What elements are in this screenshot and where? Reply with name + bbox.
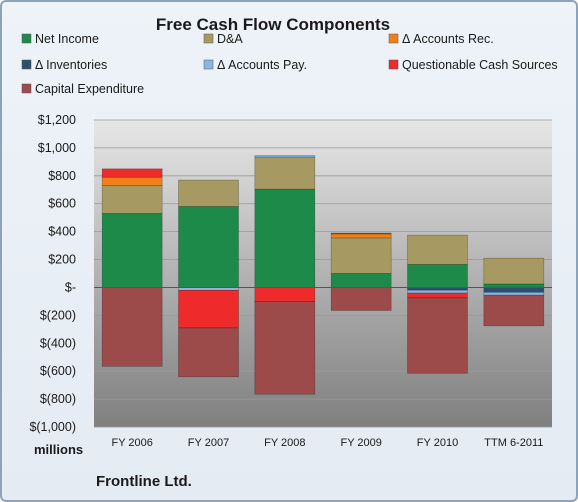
- bar-questionable-cash-sources-fy-2010: [407, 292, 468, 299]
- bar-net-income-fy-2010: [407, 264, 468, 288]
- x-tick-label: FY 2008: [264, 437, 305, 449]
- y-tick-label: $1,200: [38, 113, 76, 127]
- y-tick-label: $(200): [40, 308, 76, 322]
- bar-d-a-fy-2009: [330, 237, 392, 274]
- legend-label-inventories: Δ Inventories: [35, 58, 107, 72]
- bar-d-a-fy-2008: [254, 156, 316, 190]
- legend-swatch-capital-expenditure: [21, 83, 32, 94]
- bar-accounts-rec-fy-2006: [101, 176, 163, 186]
- bar-net-income-fy-2007: [178, 206, 239, 288]
- bar-questionable-cash-sources-fy-2008: [254, 287, 316, 302]
- bar-net-income-fy-2008: [254, 188, 316, 288]
- bar-questionable-cash-sources-fy-2006: [101, 168, 163, 178]
- y-axis: $1,200 $1,000 $800 $600 $400 $200 $- $(200) $(40…: [29, 113, 76, 434]
- bar-capital-expenditure-fy-2009: [330, 287, 392, 311]
- y-tick-label: $600: [48, 197, 76, 211]
- x-tick-label: FY 2006: [111, 437, 152, 449]
- bar-questionable-cash-sources-fy-2007: [178, 289, 239, 329]
- legend-label-accounts-rec: Δ Accounts Rec.: [402, 32, 494, 46]
- y-tick-label: $(1,000): [29, 420, 76, 434]
- x-axis: FY 2006 FY 2007 FY 2008 FY 2009 FY 2010 TTM 6…: [94, 286, 552, 449]
- bar-accounts-pay-fy-2008: [254, 155, 316, 158]
- x-tick-label: FY 2009: [340, 437, 381, 449]
- plot-area: [94, 120, 552, 427]
- legend-label-d-a: D&A: [217, 32, 243, 46]
- bar-capital-expenditure-fy-2008: [254, 301, 316, 395]
- y-tick-label: $(800): [40, 392, 76, 406]
- legend-label-capital-expenditure: Capital Expenditure: [35, 82, 144, 96]
- legend-swatch-accounts-pay: [203, 59, 214, 70]
- x-tick-label: FY 2007: [188, 437, 229, 449]
- legend-swatch-accounts-rec: [388, 33, 399, 44]
- bar-inventories-ttm-6-2011: [483, 287, 545, 293]
- bar-accounts-pay-fy-2010: [407, 289, 468, 294]
- legend-label-accounts-pay: Δ Accounts Pay.: [217, 58, 307, 72]
- bar-questionable-cash-sources-fy-2009: [330, 232, 392, 235]
- bar-capital-expenditure-ttm-6-2011: [483, 294, 545, 327]
- chart-title: Free Cash Flow Components: [156, 15, 390, 34]
- legend-swatch-net-income: [21, 33, 32, 44]
- legend-swatch-questionable-cash-sources: [388, 59, 399, 70]
- bar-d-a-fy-2010: [407, 234, 468, 265]
- bar-net-income-fy-2009: [330, 273, 392, 288]
- bar-capital-expenditure-fy-2007: [178, 327, 239, 378]
- x-tick-label: FY 2010: [417, 437, 458, 449]
- y-tick-label: $400: [48, 225, 76, 239]
- y-tick-label: $(400): [40, 336, 76, 350]
- bar-d-a-ttm-6-2011: [483, 257, 545, 285]
- bar-d-a-fy-2007: [178, 179, 239, 207]
- units-label: millions: [34, 442, 83, 457]
- legend-swatch-d-a: [203, 33, 214, 44]
- bar-capital-expenditure-fy-2006: [101, 287, 163, 367]
- bar-d-a-fy-2006: [101, 185, 163, 214]
- x-tick-label: TTM 6-2011: [484, 437, 543, 449]
- bars: [101, 155, 545, 395]
- y-tick-label: $800: [48, 169, 76, 183]
- bar-accounts-pay-ttm-6-2011: [483, 292, 545, 296]
- y-tick-label: $1,000: [38, 141, 76, 155]
- bar-accounts-rec-fy-2009: [330, 233, 392, 239]
- y-tick-label: $(600): [40, 364, 76, 378]
- legend-swatch-inventories: [21, 59, 32, 70]
- bar-capital-expenditure-fy-2010: [407, 297, 468, 374]
- bar-net-income-ttm-6-2011: [483, 283, 545, 288]
- bar-net-income-fy-2006: [101, 213, 163, 288]
- legend-label-questionable-cash-sources: Questionable Cash Sources: [402, 58, 558, 72]
- legend: Net Income D&A Δ Accounts Rec. Δ Inventorie…: [21, 32, 558, 96]
- y-tick-label: $200: [48, 253, 76, 267]
- y-tick-label: $-: [65, 280, 76, 294]
- company-name: Frontline Ltd.: [96, 473, 192, 490]
- legend-label-net-income: Net Income: [35, 32, 99, 46]
